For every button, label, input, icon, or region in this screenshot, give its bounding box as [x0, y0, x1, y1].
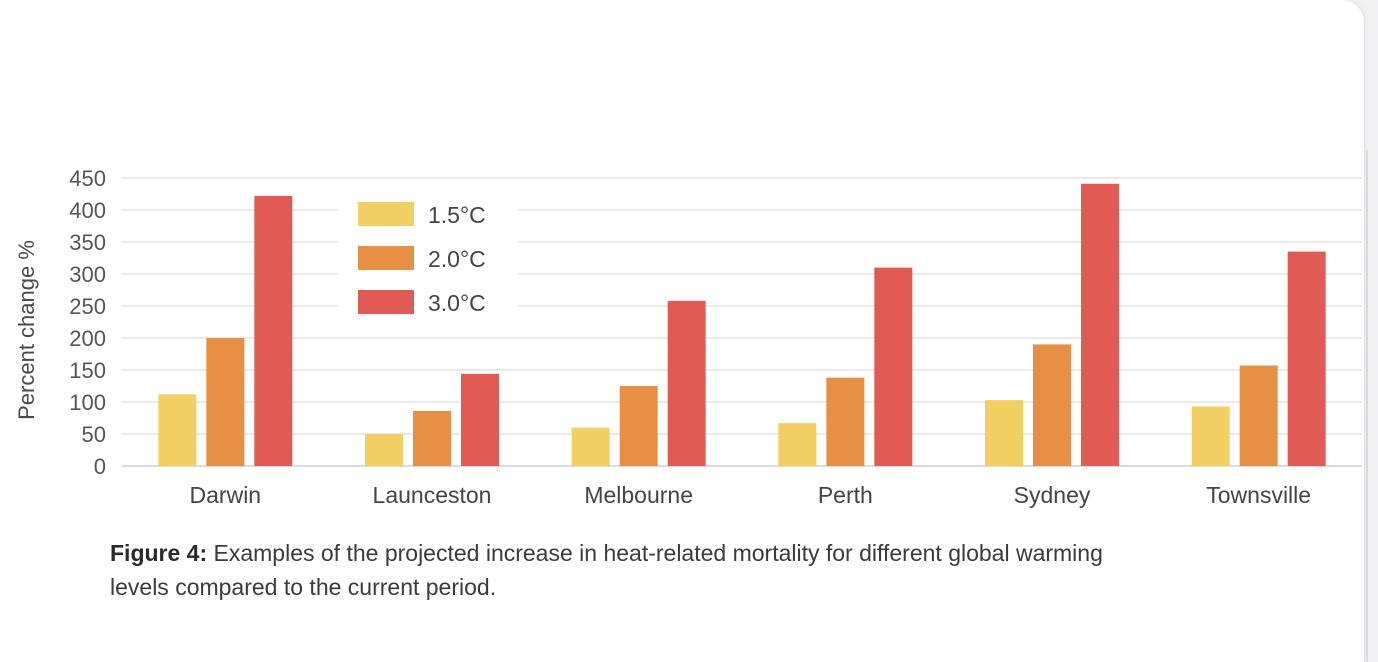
x-tick-label: Darwin [190, 482, 262, 508]
bar [985, 400, 1023, 466]
y-axis: 0 50 100 150 200 250 300 350 400 450 [69, 166, 106, 479]
bars [158, 183, 1326, 467]
bar [619, 386, 658, 466]
bar [461, 373, 499, 466]
bar [365, 434, 403, 466]
y-axis-title: Percent change % [14, 240, 39, 420]
x-tick-label: Sydney [1014, 482, 1091, 508]
y-tick-label: 350 [69, 230, 106, 255]
legend-label: 1.5°C [428, 202, 486, 228]
legend-swatch [358, 290, 414, 314]
figure-caption: Figure 4: Examples of the projected incr… [110, 536, 1110, 604]
y-tick-label: 250 [69, 294, 106, 319]
y-tick-label: 300 [69, 262, 106, 287]
y-tick-label: 400 [69, 198, 106, 223]
bar [667, 300, 706, 466]
bar [1287, 251, 1326, 466]
legend-swatch [358, 202, 414, 226]
caption-label: Figure 4: [110, 540, 208, 566]
gridlines [122, 177, 1362, 467]
bar [158, 394, 197, 466]
x-tick-label: Melbourne [584, 482, 693, 508]
legend: 1.5°C 2.0°C 3.0°C [338, 188, 518, 324]
bar [254, 195, 293, 467]
x-tick-label: Perth [818, 482, 873, 508]
x-tick-label: Townsville [1206, 482, 1311, 508]
bar [826, 377, 865, 466]
legend-label: 2.0°C [428, 246, 486, 272]
y-tick-label: 0 [94, 454, 106, 479]
bar [1191, 406, 1230, 466]
window-edge [1366, 150, 1368, 662]
y-tick-label: 150 [69, 358, 106, 383]
bar-chart: 0 50 100 150 200 250 300 350 400 450 Darwin Launce… [14, 166, 1362, 508]
y-tick-label: 50 [82, 422, 106, 447]
x-axis: Darwin Launceston Melbourne Perth Sydney Town… [190, 482, 1312, 508]
legend-swatch [358, 246, 414, 270]
x-tick-label: Launceston [373, 482, 492, 508]
bar [413, 410, 451, 466]
y-tick-label: 200 [69, 326, 106, 351]
bar [1239, 365, 1278, 466]
caption-text: Examples of the projected increase in he… [110, 540, 1103, 600]
y-tick-label: 450 [69, 166, 106, 191]
y-tick-label: 100 [69, 390, 106, 415]
bar [571, 427, 610, 466]
bar [874, 267, 913, 466]
bar [1081, 183, 1119, 466]
legend-label: 3.0°C [428, 290, 486, 316]
bar [1033, 344, 1071, 466]
bar [206, 338, 245, 466]
bar [778, 423, 817, 466]
